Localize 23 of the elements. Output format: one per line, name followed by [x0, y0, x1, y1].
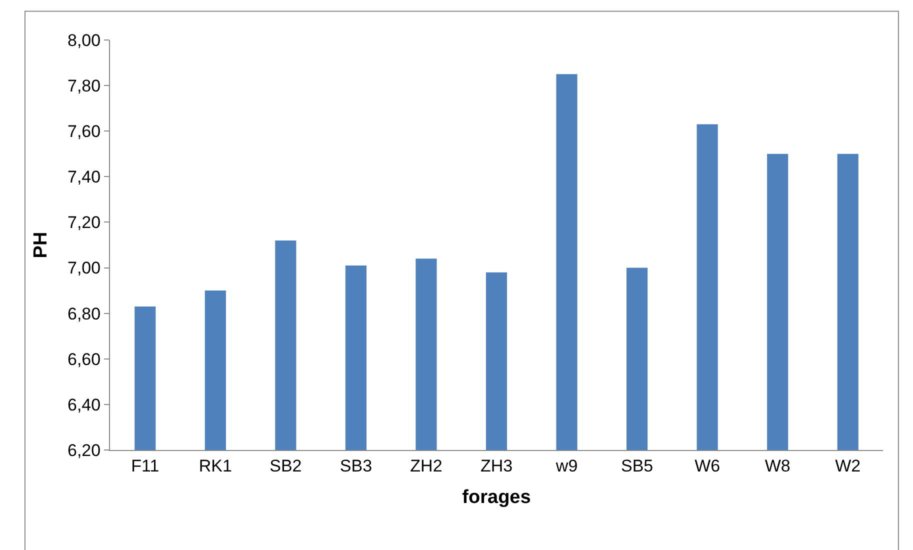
x-tick-label: RK1 — [198, 456, 232, 476]
y-tick-label: 6,40 — [68, 395, 101, 414]
x-tick-label: ZH3 — [480, 456, 513, 476]
x-tick-label: SB2 — [270, 456, 302, 476]
x-axis-title: forages — [462, 487, 531, 508]
y-tick-label: 8,00 — [68, 30, 101, 50]
x-tick-label: w9 — [554, 456, 578, 476]
x-tick-label: SB3 — [340, 456, 372, 476]
y-tick-label: 6,60 — [68, 350, 101, 369]
y-tick-label: 7,00 — [68, 258, 101, 278]
y-tick-label: 6,80 — [68, 304, 101, 324]
y-tick-label: 7,60 — [68, 122, 101, 142]
y-tick-label: 6,20 — [68, 440, 101, 460]
y-axis-title: PH — [30, 232, 52, 258]
x-tick-label: ZH2 — [410, 456, 442, 476]
y-tick-label: 7,40 — [68, 168, 101, 187]
x-tick-label: W8 — [764, 456, 790, 476]
y-tick-label: 7,20 — [68, 213, 101, 232]
x-tick-label: SB5 — [620, 456, 654, 476]
x-tick-label: W6 — [694, 456, 720, 476]
y-tick-label: 7,80 — [68, 76, 101, 96]
x-tick-label: F11 — [131, 456, 160, 476]
x-tick-label: W2 — [835, 456, 861, 476]
